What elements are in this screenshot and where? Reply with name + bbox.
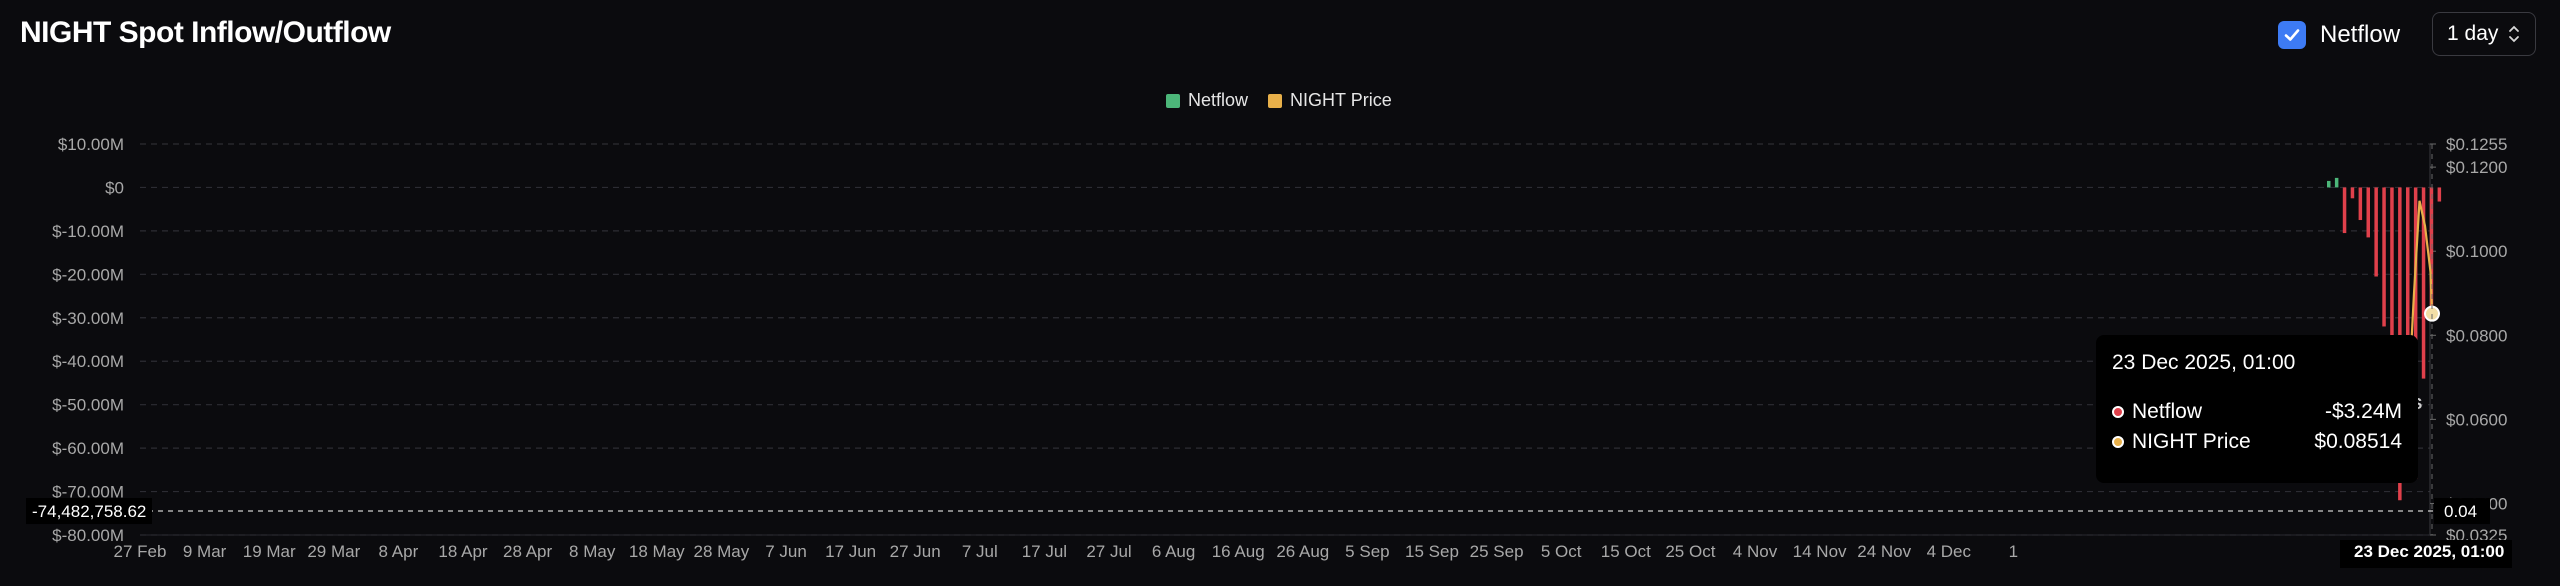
x-tick-label: 15 Sep [1405, 542, 1459, 561]
netflow-bar [2327, 180, 2331, 188]
y-tick-label-right: $0.1255 [2446, 135, 2507, 154]
chart-tooltip: 23 Dec 2025, 01:00 Netflow -$3.24M NIGHT… [2096, 335, 2418, 483]
netflow-bar [2421, 187, 2426, 379]
netflow-bar [2374, 187, 2378, 277]
price-end-marker [2424, 305, 2440, 322]
tooltip-title: 23 Dec 2025, 01:00 [2112, 351, 2296, 374]
x-tick-label: 5 Sep [1345, 542, 1389, 561]
netflow-bar [2342, 187, 2347, 234]
tooltip-dot-netflow [2112, 406, 2124, 418]
x-tick-label: 8 May [569, 542, 616, 561]
x-tick-label: 17 Jun [825, 542, 876, 561]
crosshair-label-x: 23 Dec 2025, 01:00 [2354, 542, 2504, 561]
legend-swatch-night-price [1268, 93, 1283, 108]
netflow-bar [2358, 187, 2363, 221]
y-tick-label-left: $10.00M [58, 135, 124, 154]
x-tick-label: 16 Aug [1212, 542, 1265, 561]
x-tick-label: 26 Aug [1276, 542, 1329, 561]
x-tick-label: 7 Jul [962, 542, 998, 561]
netflow-bar [2350, 187, 2355, 199]
x-tick-label: 18 Apr [438, 542, 487, 561]
x-tick-label: 27 Jul [1086, 542, 1131, 561]
crosshair-label-right: 0.04 [2444, 502, 2477, 521]
y-tick-label-left: $-40.00M [52, 352, 124, 371]
x-tick-label: 7 Jun [765, 542, 807, 561]
interval-select[interactable]: 1 day [2432, 12, 2536, 56]
tooltip-label-night-price: NIGHT Price [2132, 430, 2251, 453]
legend-label-netflow: Netflow [1188, 90, 1249, 110]
page-title: NIGHT Spot Inflow/Outflow [20, 16, 391, 49]
y-tick-label-left: $-80.00M [52, 526, 124, 545]
y-tick-label-left: $-70.00M [52, 483, 124, 502]
y-tick-label-left: $-20.00M [52, 265, 124, 284]
x-tick-label: 14 Nov [1793, 542, 1847, 561]
y-tick-label-left: $-60.00M [52, 439, 124, 458]
x-tick-label: 28 May [694, 542, 750, 561]
y-tick-label-left: $-30.00M [52, 309, 124, 328]
legend-item-night-price[interactable]: NIGHT Price [1268, 90, 1392, 111]
tooltip-dot-night-price [2112, 436, 2124, 448]
y-tick-label-right: $0.0600 [2446, 410, 2507, 429]
x-tick-label: 27 Feb [114, 542, 167, 561]
x-tick-label: 25 Oct [1665, 542, 1715, 561]
x-tick-label: 6 Aug [1152, 542, 1196, 561]
y-tick-label-right: $0.0800 [2446, 326, 2507, 345]
x-tick-label: 24 Nov [1857, 542, 1911, 561]
netflow-bar [2437, 187, 2442, 202]
x-tick-label: 1 [2009, 542, 2018, 561]
legend-swatch-netflow [1166, 93, 1180, 108]
x-tick-label: 17 Jul [1022, 542, 1067, 561]
netflow-toggle[interactable]: Netflow [2278, 19, 2400, 51]
netflow-bar [2429, 187, 2434, 318]
legend-label-night-price: NIGHT Price [1290, 90, 1392, 110]
y-tick-label-left: $-50.00M [52, 396, 124, 415]
crosshair-label-left: -74,482,758.62 [32, 502, 146, 521]
x-tick-label: 4 Nov [1733, 542, 1778, 561]
netflow-bar [2366, 187, 2370, 238]
tooltip-row-night-price: NIGHT Price $0.08514 [2112, 427, 2402, 457]
y-tick-label-right: $0.0400 [2446, 494, 2507, 513]
x-tick-label: 5 Oct [1541, 542, 1582, 561]
y-tick-label-right: $0.1000 [2446, 242, 2507, 261]
x-tick-label: 27 Jun [890, 542, 941, 561]
x-tick-label: 8 Apr [379, 542, 419, 561]
x-tick-label: 9 Mar [183, 542, 227, 561]
tooltip-label-netflow: Netflow [2132, 400, 2203, 423]
legend-item-netflow[interactable]: Netflow [1166, 90, 1248, 111]
chart-legend: Netflow NIGHT Price [1166, 90, 1392, 111]
crosshair-label-left-bg [26, 498, 152, 525]
y-tick-label-left: $-10.00M [52, 222, 124, 241]
crosshair-label-right-bg [2434, 498, 2490, 525]
y-tick-label-left: $0 [105, 178, 124, 197]
netflow-toggle-label: Netflow [2320, 21, 2401, 48]
tooltip-value-night-price: $0.08514 [2314, 430, 2402, 453]
x-tick-label: 18 May [629, 542, 685, 561]
x-tick-label: 15 Oct [1601, 542, 1651, 561]
y-tick-label-right: $0.1200 [2446, 158, 2507, 177]
tooltip-value-netflow: -$3.24M [2324, 400, 2402, 423]
crosshair-label-x-bg [2340, 540, 2512, 568]
x-tick-label: 29 Mar [307, 542, 360, 561]
interval-select-value: 1 day [2447, 22, 2499, 45]
netflow-bar [2334, 177, 2339, 188]
netflow-bar [2382, 187, 2386, 327]
chevron-up-down-icon [2509, 25, 2520, 43]
x-tick-label: 19 Mar [243, 542, 296, 561]
checkbox-checked-icon[interactable] [2278, 21, 2306, 49]
y-tick-label-right: $0.0325 [2446, 526, 2507, 545]
x-tick-label: 28 Apr [503, 542, 552, 561]
x-tick-label: 4 Dec [1927, 542, 1972, 561]
tooltip-row-netflow: Netflow -$3.24M [2112, 397, 2402, 427]
x-tick-label: 25 Sep [1470, 542, 1524, 561]
